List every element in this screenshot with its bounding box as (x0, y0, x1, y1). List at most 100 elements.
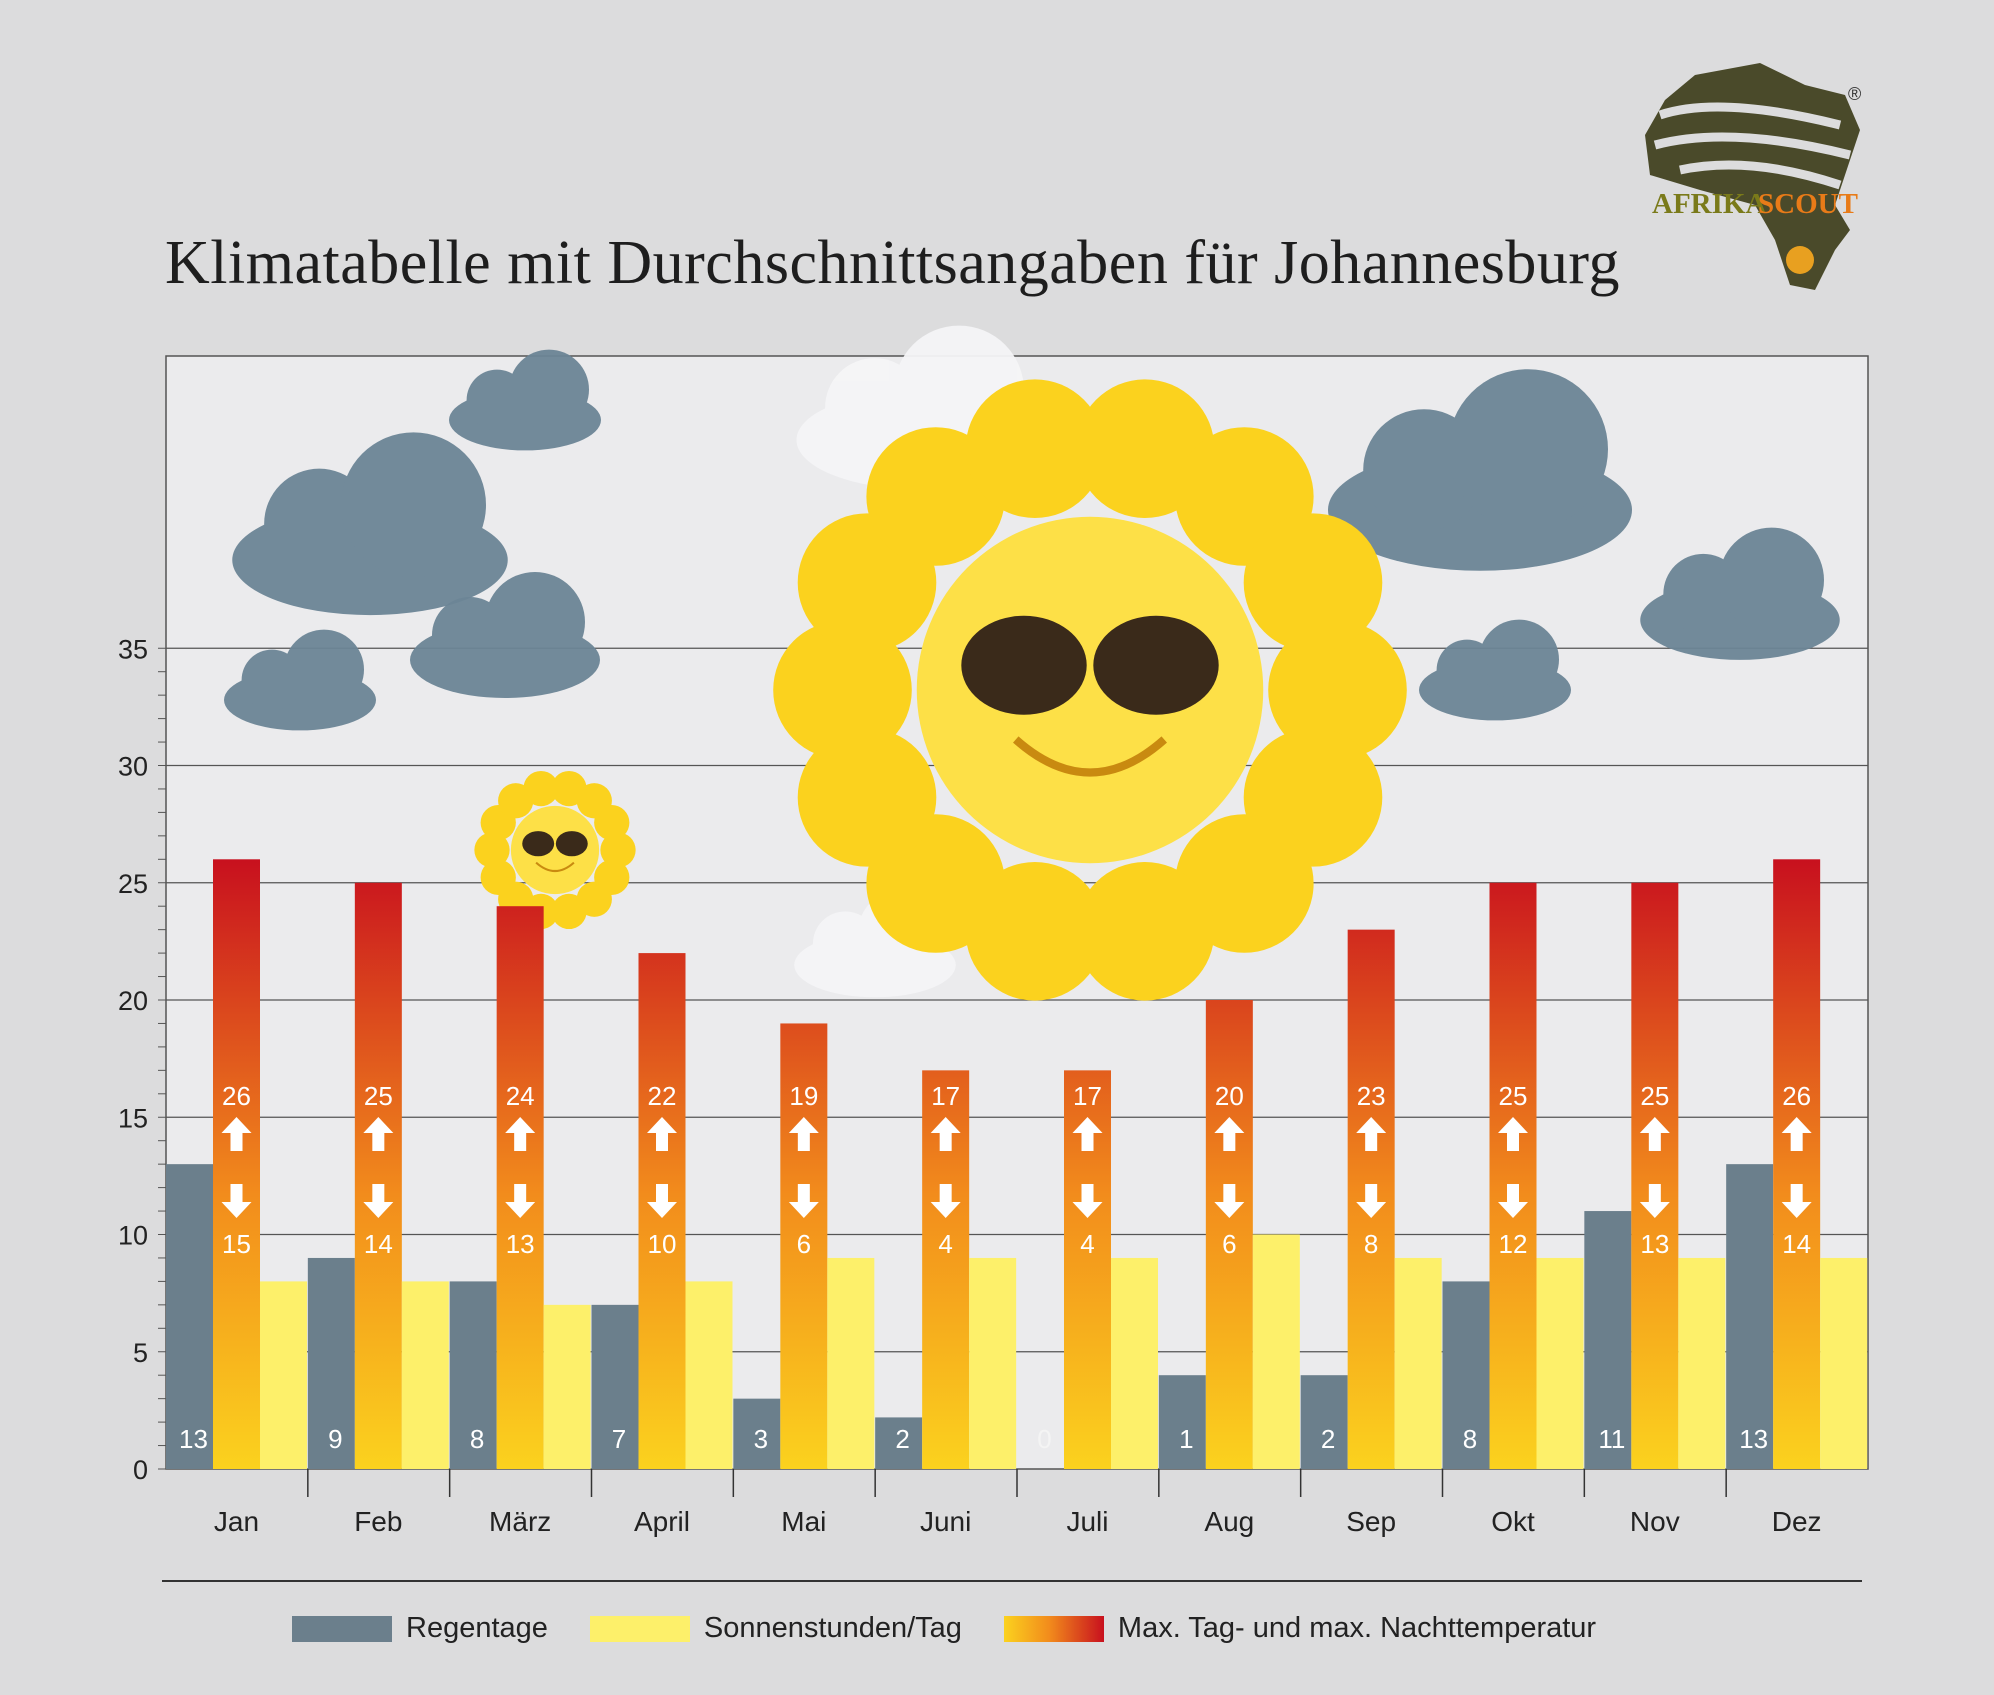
y-tick-label: 10 (118, 1221, 148, 1251)
y-tick-label: 35 (118, 634, 148, 664)
arrow-down-icon (1639, 1184, 1670, 1218)
night-temp-label: 8 (1364, 1229, 1378, 1259)
arrow-down-icon (1356, 1184, 1387, 1218)
cloud-icon (1640, 527, 1840, 660)
temp-bar (1489, 882, 1537, 1469)
day-temp-label: 26 (1782, 1081, 1811, 1111)
rain-bar (1442, 1281, 1490, 1469)
rain-value-label: 1 (1179, 1424, 1193, 1454)
day-temp-label: 24 (506, 1081, 535, 1111)
day-temp-label: 17 (931, 1081, 960, 1111)
rain-bar (307, 1257, 355, 1469)
arrow-up-icon (1356, 1117, 1387, 1151)
y-tick-label: 30 (118, 752, 148, 782)
arrow-down-icon (363, 1184, 394, 1218)
arrow-up-icon (1498, 1117, 1528, 1151)
rain-value-label: 13 (179, 1424, 208, 1454)
rain-value-label: 13 (1739, 1424, 1768, 1454)
sun-bar (401, 1281, 449, 1469)
legend: Regentage Sonnenstunden/Tag Max. Tag- un… (292, 1612, 1638, 1645)
legend-item-sun: Sonnenstunden/Tag (589, 1612, 962, 1645)
legend-label-sun: Sonnenstunden/Tag (703, 1612, 962, 1644)
sun-icon (773, 379, 1407, 1001)
arrow-up-icon (1781, 1117, 1812, 1151)
arrow-up-icon (363, 1117, 394, 1151)
night-temp-label: 6 (797, 1229, 811, 1259)
sun-bar (1536, 1257, 1584, 1469)
cloud-icon (410, 572, 600, 698)
rain-value-label: 9 (328, 1424, 342, 1454)
x-tick-label: Feb (354, 1506, 402, 1537)
sun-bar (685, 1281, 733, 1469)
legend-divider (162, 1580, 1862, 1582)
sun-bar (1820, 1257, 1868, 1469)
arrow-down-icon (1214, 1184, 1245, 1218)
cloud-icon (1328, 369, 1632, 571)
afrikascout-logo: AFRIKA SCOUT ® (1645, 63, 1861, 290)
svg-text:SCOUT: SCOUT (1758, 188, 1858, 220)
rain-bar (1158, 1375, 1206, 1469)
temp-bar (213, 859, 260, 1469)
night-temp-label: 4 (938, 1229, 952, 1259)
y-tick-label: 25 (118, 869, 148, 899)
x-tick-label: Sep (1346, 1506, 1396, 1537)
day-temp-label: 19 (789, 1081, 818, 1111)
night-temp-label: 15 (222, 1229, 251, 1259)
sun-bar (969, 1257, 1017, 1469)
arrow-down-icon (1498, 1184, 1528, 1218)
rain-value-label: 8 (470, 1424, 484, 1454)
arrow-down-icon (1072, 1184, 1103, 1218)
day-temp-label: 25 (1640, 1081, 1669, 1111)
arrow-down-icon (505, 1184, 536, 1218)
legend-item-temp: Max. Tag- und max. Nachttemperatur (1003, 1612, 1597, 1645)
legend-label-temp: Max. Tag- und max. Nachttemperatur (1117, 1612, 1597, 1644)
night-temp-label: 12 (1499, 1229, 1528, 1259)
night-temp-label: 13 (506, 1229, 535, 1259)
x-tick-label: Nov (1630, 1506, 1680, 1537)
sun-bar (1394, 1257, 1442, 1469)
rain-bar (875, 1417, 923, 1469)
arrow-up-icon (1072, 1117, 1103, 1151)
temp-bar (1773, 859, 1821, 1469)
temp-bar (354, 882, 402, 1469)
cloud-icon (449, 349, 601, 451)
x-tick-label: Juli (1066, 1506, 1108, 1537)
sun-bar (827, 1257, 875, 1469)
sun-bar (1678, 1257, 1726, 1469)
rain-value-label: 7 (612, 1424, 626, 1454)
arrow-up-icon (930, 1117, 961, 1151)
sun-bar (1252, 1234, 1300, 1469)
cloud-icon (224, 629, 376, 731)
y-tick-label: 20 (118, 986, 148, 1016)
rain-value-label: 2 (1321, 1424, 1335, 1454)
arrow-up-icon (1214, 1117, 1245, 1151)
rain-value-label: 8 (1463, 1424, 1477, 1454)
sun-bar (543, 1304, 591, 1469)
rain-bar (1300, 1375, 1348, 1469)
arrow-down-icon (1781, 1184, 1812, 1218)
legend-label-rain: Regentage (406, 1612, 548, 1644)
arrow-up-icon (221, 1117, 252, 1151)
arrow-down-icon (647, 1184, 677, 1218)
arrow-up-icon (788, 1117, 819, 1151)
x-tick-label: Juni (920, 1506, 971, 1537)
rain-value-label: 11 (1598, 1424, 1625, 1454)
night-temp-label: 6 (1222, 1229, 1236, 1259)
cloud-icon (232, 432, 508, 616)
y-tick-label: 5 (133, 1338, 148, 1368)
rain-value-label: 3 (754, 1424, 768, 1454)
night-temp-label: 13 (1640, 1229, 1669, 1259)
svg-text:AFRIKA: AFRIKA (1652, 188, 1766, 220)
night-temp-label: 14 (364, 1229, 393, 1259)
x-tick-label: April (634, 1506, 690, 1537)
temp-bar (1205, 1000, 1253, 1469)
x-tick-label: Jan (214, 1506, 259, 1537)
x-tick-label: Aug (1204, 1506, 1254, 1537)
legend-swatch-rain (292, 1615, 392, 1642)
y-tick-label: 0 (133, 1455, 148, 1485)
temp-bar (780, 1023, 828, 1469)
x-tick-label: Mai (781, 1506, 826, 1537)
day-temp-label: 26 (222, 1081, 251, 1111)
night-temp-label: 14 (1782, 1229, 1811, 1259)
rain-bar (733, 1398, 781, 1469)
